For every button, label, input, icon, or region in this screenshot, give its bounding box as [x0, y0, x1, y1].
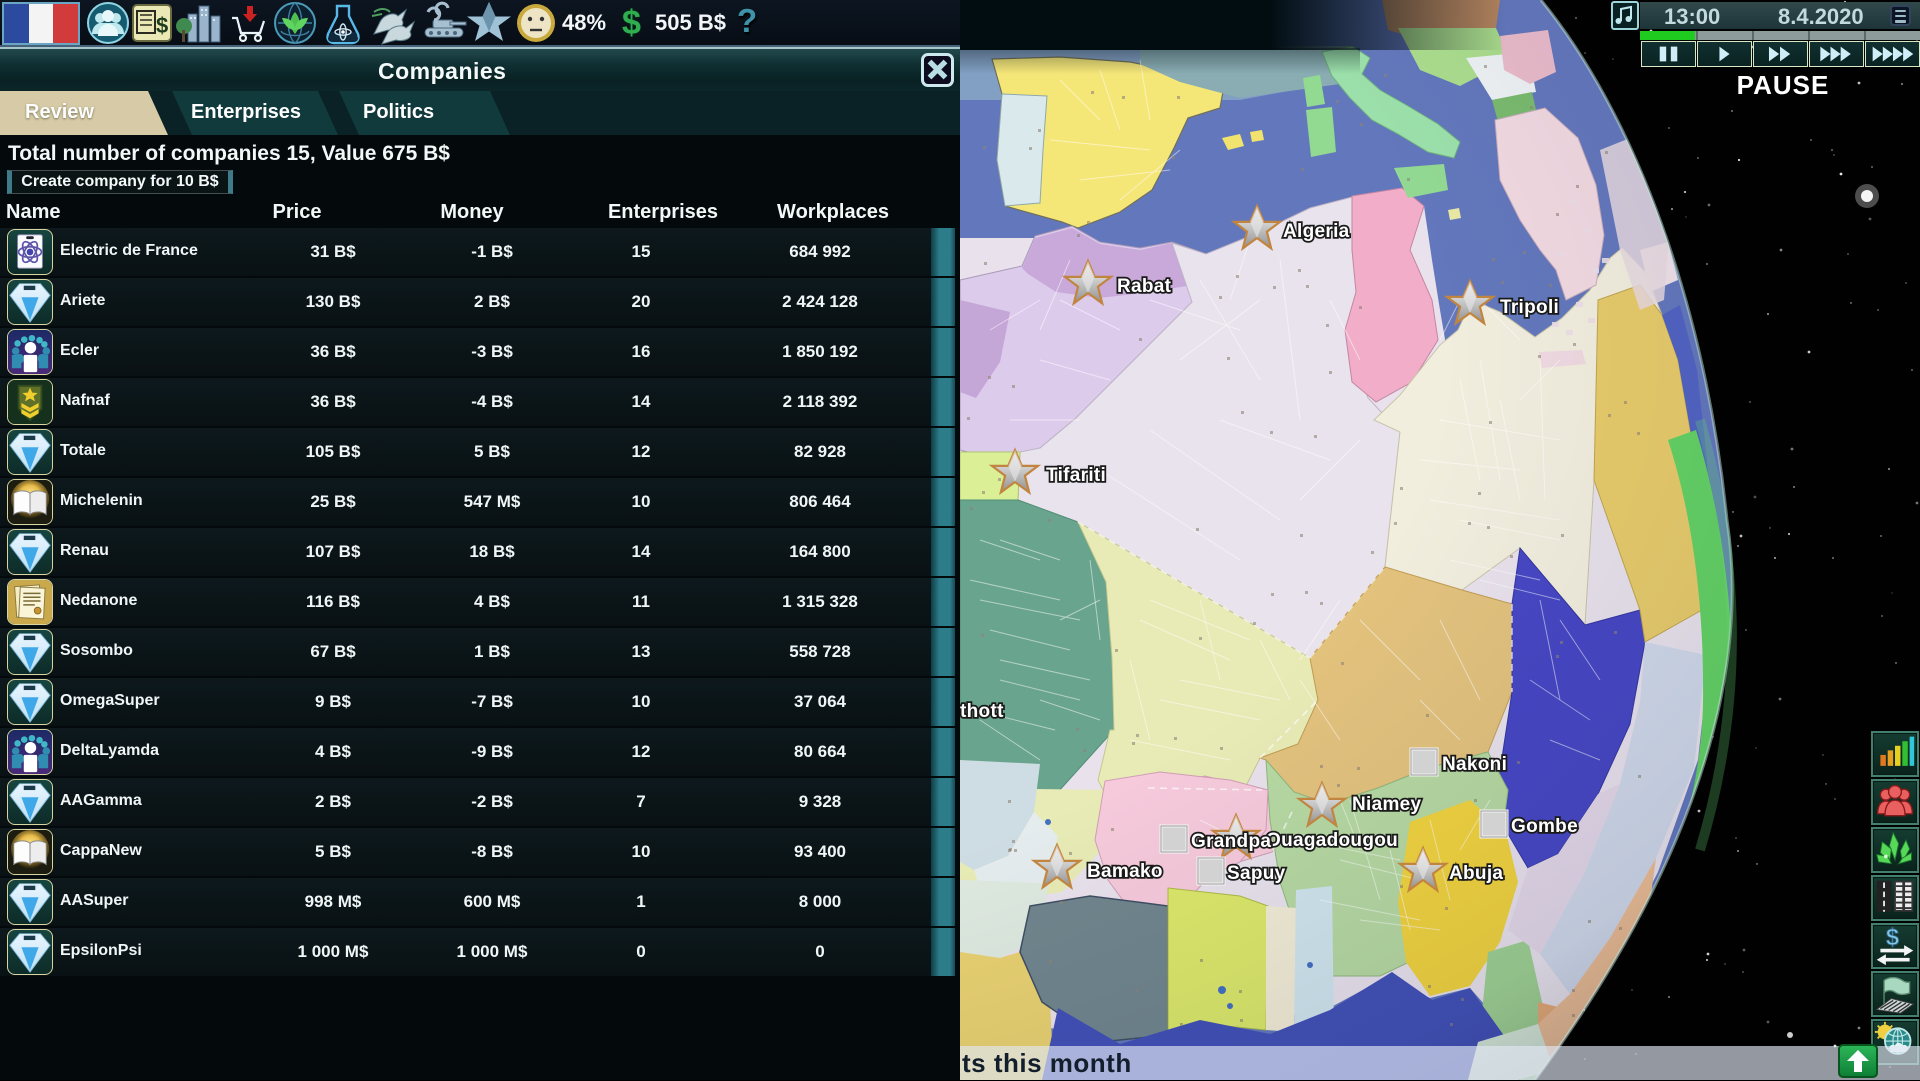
- svg-text:Algeria: Algeria: [1283, 221, 1350, 242]
- svg-text:Rabat: Rabat: [1117, 276, 1172, 297]
- svg-text:Tripoli: Tripoli: [1500, 297, 1559, 318]
- svg-text:Abuja: Abuja: [1449, 863, 1503, 884]
- svg-text:Niamey: Niamey: [1352, 794, 1422, 815]
- svg-text:thott: thott: [960, 701, 1004, 722]
- svg-text:Sapuy: Sapuy: [1227, 863, 1286, 884]
- svg-text:Tifariti: Tifariti: [1046, 465, 1106, 486]
- svg-text:Bamako: Bamako: [1087, 861, 1163, 882]
- svg-text:Nakoni: Nakoni: [1442, 754, 1507, 775]
- svg-text:Grandpa: Grandpa: [1191, 831, 1271, 852]
- svg-text:$: $: [156, 13, 168, 38]
- svg-text:Ouagadougou: Ouagadougou: [1266, 830, 1398, 851]
- svg-text:Gombe: Gombe: [1511, 816, 1578, 837]
- svg-text:$: $: [1886, 925, 1899, 951]
